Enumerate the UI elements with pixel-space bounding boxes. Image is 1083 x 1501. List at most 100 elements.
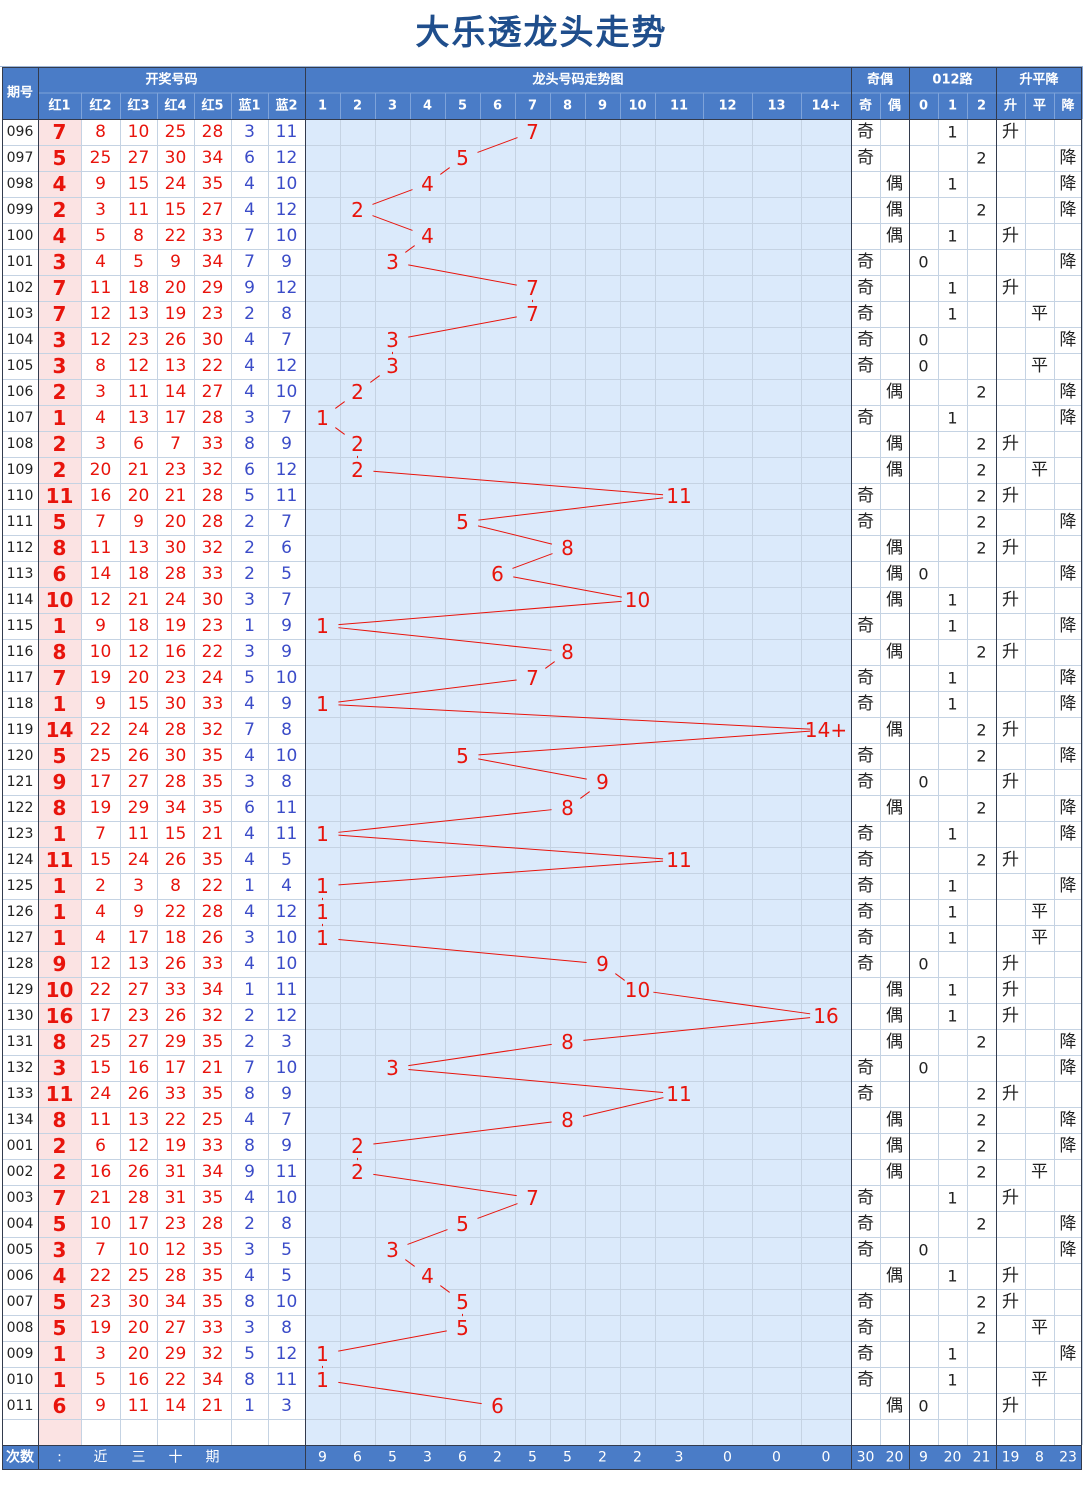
period-cell: 131	[7, 1034, 34, 1050]
red-ball: 13	[165, 356, 187, 376]
header-col-17: 10	[628, 99, 646, 114]
red-ball: 26	[165, 1006, 187, 1026]
route-cell: 2	[976, 149, 986, 168]
blue-ball: 9	[281, 1136, 292, 1156]
red-ball: 23	[165, 668, 187, 688]
trend-segment	[580, 791, 590, 799]
red-ball: 8	[95, 122, 106, 142]
trend-point: 1	[316, 1342, 329, 1366]
red-ball: 10	[90, 642, 112, 662]
updown-cell: 降	[1060, 1240, 1077, 1260]
red-ball: 28	[202, 486, 224, 506]
oddeven-cell: 奇	[857, 356, 874, 376]
red-ball: 22	[90, 1266, 112, 1286]
period-cell: 126	[7, 904, 34, 920]
updown-cell: 平	[1031, 304, 1048, 324]
red-ball: 24	[165, 174, 187, 194]
updown-cell: 升	[1002, 720, 1019, 740]
blue-ball: 6	[244, 148, 255, 168]
lead-red-ball: 1	[53, 822, 67, 846]
footer-count: 0	[772, 1450, 781, 1466]
route-cell: 2	[976, 1163, 986, 1182]
period-cell: 009	[7, 1346, 34, 1362]
footer-count: 21	[973, 1450, 991, 1466]
table-row: 117 7 19 20 23 24 5 10 7 奇 1 降	[7, 666, 1077, 690]
lead-red-ball: 4	[53, 172, 67, 196]
blue-ball: 12	[276, 148, 298, 168]
trend-segment	[338, 679, 517, 703]
red-ball: 22	[202, 876, 224, 896]
route-cell: 1	[947, 1345, 957, 1364]
lead-red-ball: 16	[46, 1004, 74, 1028]
red-ball: 30	[165, 694, 187, 714]
trend-point: 2	[351, 380, 364, 404]
header-col-19: 12	[718, 99, 736, 114]
lead-red-ball: 5	[53, 146, 67, 170]
blue-ball: 11	[276, 486, 298, 506]
header-col-6: 蓝1	[238, 98, 260, 114]
updown-cell: 平	[1031, 1162, 1048, 1182]
blue-ball: 5	[281, 850, 292, 870]
red-ball: 20	[128, 1318, 150, 1338]
red-ball: 14	[165, 1396, 187, 1416]
trend-segment	[335, 427, 345, 435]
table-row: 101 3 4 5 9 34 7 9 3 奇 0 降	[7, 250, 1077, 274]
red-ball: 15	[128, 694, 150, 714]
red-ball: 4	[95, 928, 106, 948]
blue-ball: 7	[281, 330, 292, 350]
blue-ball: 12	[276, 1344, 298, 1364]
period-cell: 002	[7, 1164, 34, 1180]
trend-point: 2	[351, 1160, 364, 1184]
footer-count: 23	[1059, 1450, 1077, 1466]
lead-red-ball: 4	[53, 1264, 67, 1288]
route-cell: 0	[918, 955, 928, 974]
red-ball: 19	[165, 616, 187, 636]
table-row: 125 1 2 3 8 22 1 4 1 奇 1 降	[7, 874, 1077, 898]
red-ball: 16	[165, 642, 187, 662]
trend-point: 1	[316, 822, 329, 846]
red-ball: 20	[90, 460, 112, 480]
blue-ball: 9	[281, 642, 292, 662]
route-cell: 1	[947, 279, 957, 298]
blue-ball: 6	[244, 460, 255, 480]
trend-point: 10	[625, 588, 650, 612]
updown-cell: 降	[1060, 148, 1077, 168]
trend-point: 2	[351, 198, 364, 222]
red-ball: 11	[90, 278, 112, 298]
red-ball: 10	[128, 1240, 150, 1260]
header-col-24: 0	[919, 99, 928, 114]
updown-cell: 降	[1060, 798, 1077, 818]
trend-segment	[373, 1121, 552, 1145]
blue-ball: 7	[244, 1058, 255, 1078]
red-ball: 35	[202, 850, 224, 870]
red-ball: 34	[165, 798, 187, 818]
route-cell: 1	[947, 929, 957, 948]
trend-segment	[653, 991, 811, 1015]
trend-point: 1	[316, 900, 329, 924]
red-ball: 32	[202, 538, 224, 558]
blue-ball: 8	[281, 772, 292, 792]
table-row: 011 6 9 11 14 21 1 3 6 偶 0 升	[7, 1394, 1019, 1418]
red-ball: 34	[202, 252, 224, 272]
updown-cell: 降	[1060, 564, 1077, 584]
period-cell: 125	[7, 878, 34, 894]
blue-ball: 6	[281, 538, 292, 558]
red-ball: 30	[202, 590, 224, 610]
red-ball: 11	[90, 1110, 112, 1130]
trend-segment	[478, 758, 587, 780]
blue-ball: 5	[244, 486, 255, 506]
trend-point: 2	[351, 432, 364, 456]
red-ball: 11	[128, 200, 150, 220]
footer-count: 2	[633, 1450, 642, 1466]
trend-point: 5	[456, 744, 469, 768]
period-cell: 011	[7, 1398, 34, 1414]
red-ball: 20	[165, 278, 187, 298]
red-ball: 31	[165, 1188, 187, 1208]
trend-segment	[477, 1203, 518, 1219]
header-col-29: 降	[1061, 98, 1075, 114]
blue-ball: 1	[244, 616, 255, 636]
oddeven-cell: 偶	[886, 1006, 903, 1026]
red-ball: 23	[128, 330, 150, 350]
updown-cell: 平	[1031, 902, 1048, 922]
route-cell: 2	[976, 851, 986, 870]
